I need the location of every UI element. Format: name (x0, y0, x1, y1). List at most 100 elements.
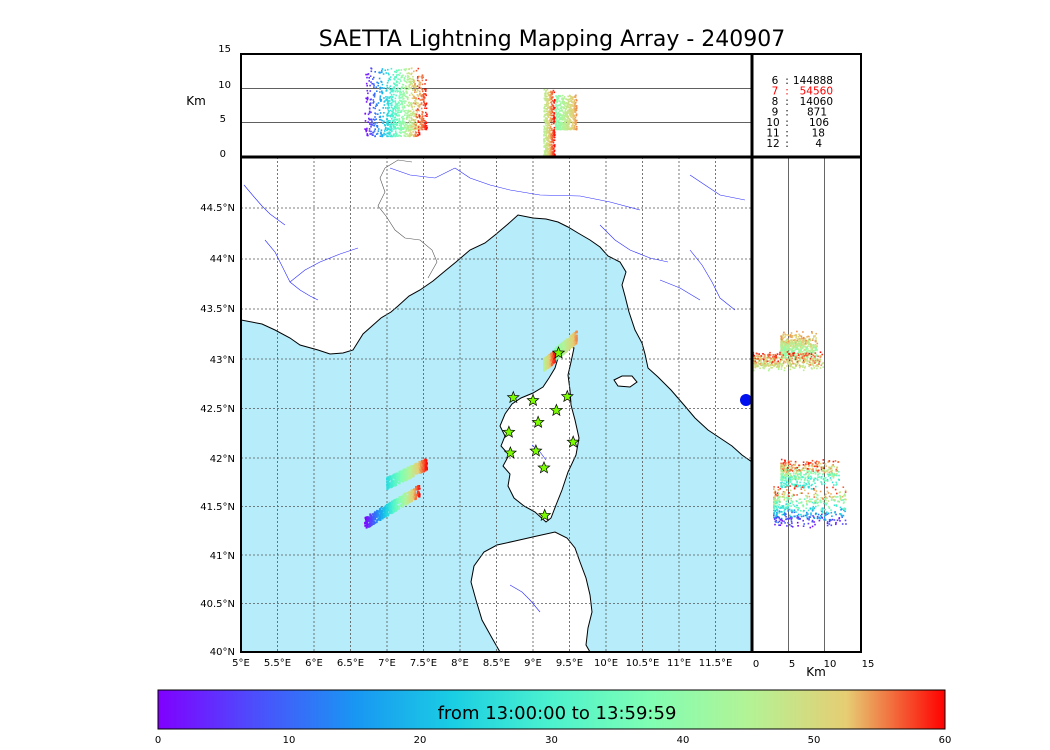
altitude-source (545, 147, 547, 150)
lightning-source (365, 520, 368, 523)
altitude-source (562, 116, 564, 119)
side-altitude-source (823, 469, 826, 471)
altitude-source (386, 107, 389, 109)
altitude-source (403, 134, 406, 137)
side-altitude-source (818, 517, 820, 519)
altitude-source (549, 127, 552, 129)
altitude-source (575, 107, 578, 109)
lightning-source (559, 347, 562, 350)
altitude-source (557, 127, 560, 130)
elba-island (613, 375, 638, 388)
altitude-source (548, 122, 550, 124)
lightning-source (377, 510, 380, 513)
side-altitude-source (776, 513, 778, 515)
side-altitude-source (821, 475, 823, 478)
altitude-source (408, 110, 410, 113)
altitude-source (549, 141, 551, 143)
altitude-source (377, 82, 380, 84)
side-altitude-source (807, 468, 809, 470)
side-altitude-source (780, 471, 783, 473)
altitude-source (392, 90, 394, 93)
side-altitude-source (807, 522, 810, 525)
lightning-source (421, 467, 424, 470)
lightning-source (413, 488, 416, 491)
altitude-source (415, 135, 417, 137)
lightning-source (394, 503, 397, 506)
altitude-source (550, 135, 552, 137)
side-altitude-source (803, 481, 806, 484)
lightning-source (380, 511, 383, 514)
side-altitude-source (836, 492, 838, 495)
side-altitude-source (782, 505, 784, 507)
altitude-source (365, 97, 367, 100)
river-north-east (689, 174, 746, 201)
altitude-source (365, 130, 368, 133)
side-altitude-source (780, 473, 783, 475)
altitude-source (551, 99, 554, 102)
side-altitude-source (811, 483, 813, 486)
side-altitude-source (799, 484, 802, 487)
altitude-source (395, 103, 398, 106)
side-altitude-source (780, 458, 783, 461)
altitude-source (398, 117, 401, 120)
altitude-source (417, 120, 419, 122)
altitude-source (421, 94, 424, 96)
altitude-source (548, 91, 550, 94)
altitude-source (375, 86, 378, 88)
altitude-source (393, 117, 396, 119)
altitude-source (412, 125, 415, 128)
altitude-source (390, 104, 393, 107)
altitude-source (410, 134, 413, 137)
lightning-source (403, 468, 406, 471)
altitude-source (551, 148, 553, 151)
side-altitude-source (790, 469, 793, 471)
altitude-source (549, 107, 552, 109)
altitude-source (576, 119, 578, 122)
side-altitude-source (810, 465, 813, 467)
altitude-source (565, 103, 567, 105)
lightning-source (382, 508, 385, 511)
altitude-source (378, 116, 381, 118)
altitude-source (396, 91, 399, 93)
altitude-source (424, 128, 426, 131)
side-altitude-source (794, 468, 796, 470)
altitude-source (401, 83, 404, 86)
side-altitude-source (808, 516, 811, 518)
side-altitude-source (793, 477, 795, 480)
lightning-source (573, 334, 576, 337)
altitude-source (553, 102, 555, 104)
altitude-source (548, 134, 551, 137)
side-altitude-source (825, 503, 827, 506)
counts-row-0: 6 : 144888 (772, 75, 833, 87)
side-altitude-source (782, 478, 784, 480)
altitude-source (570, 120, 572, 122)
station-star-icon (566, 435, 580, 448)
altitude-source (422, 115, 424, 117)
altitude-source (395, 135, 398, 137)
altitude-source (396, 107, 398, 110)
counts-value: 871 (807, 107, 827, 119)
altitude-source (381, 68, 384, 70)
altitude-source (391, 112, 394, 115)
side-altitude-source (816, 515, 819, 518)
altitude-source (559, 117, 562, 119)
altitude-source (394, 121, 396, 123)
lightning-source (382, 512, 385, 515)
altitude-source (571, 101, 573, 103)
side-altitude-source (785, 503, 788, 505)
side-altitude-source (823, 478, 826, 481)
counts-value: 144888 (793, 75, 833, 87)
side-altitude-source (810, 514, 812, 516)
lightning-source (393, 501, 396, 504)
altitude-source (385, 127, 387, 129)
altitude-source (567, 95, 569, 98)
side-altitude-source (791, 522, 793, 525)
lightning-source (365, 517, 368, 520)
side-altitude-source (791, 483, 793, 485)
counts-row-3: 9 : 871 (772, 107, 827, 119)
altitude-source (421, 83, 424, 86)
altitude-source (368, 77, 370, 79)
altitude-source (412, 113, 415, 115)
altitude-source (402, 131, 404, 133)
altitude-source (549, 117, 552, 119)
